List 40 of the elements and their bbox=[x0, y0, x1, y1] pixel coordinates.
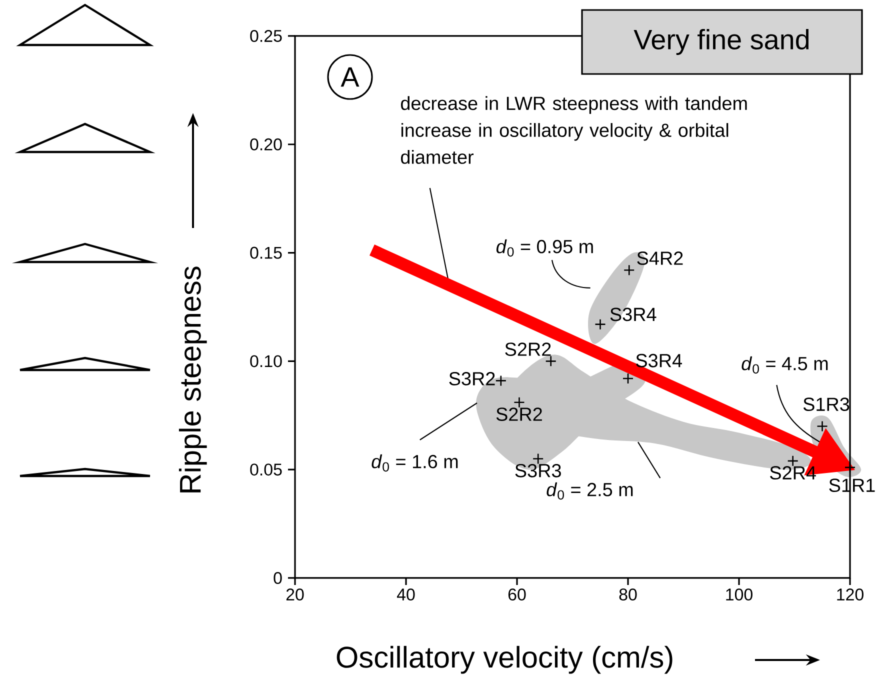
y-tick-label: 0.15 bbox=[250, 246, 282, 259]
point bbox=[495, 375, 507, 386]
annotation: S2R2 bbox=[505, 342, 551, 356]
annotation: d$_{0}$ = 2.5 m bbox=[546, 482, 633, 500]
point bbox=[532, 453, 544, 464]
annotation: d$_{0}$ = 0.95 m bbox=[496, 239, 593, 257]
y-tick-label: 0.20 bbox=[250, 138, 282, 150]
annotation: S4R2 bbox=[637, 252, 683, 265]
annotation: A bbox=[340, 67, 360, 87]
point bbox=[545, 356, 557, 367]
annotation: S3R3 bbox=[515, 464, 561, 478]
point bbox=[844, 462, 856, 474]
y-tick-label: 0.05 bbox=[250, 464, 282, 476]
x-tick-label: 40 bbox=[396, 588, 415, 601]
x-tick-label: 120 bbox=[837, 588, 864, 601]
point bbox=[623, 264, 635, 276]
y-tick-label: 0 bbox=[274, 572, 282, 584]
x-tick-label: 80 bbox=[619, 588, 637, 601]
annotation: S3R4 bbox=[610, 308, 656, 322]
y-axis-title: Ripple steepness bbox=[178, 266, 207, 492]
point bbox=[622, 372, 634, 384]
point bbox=[787, 455, 798, 467]
x-tick-label: 60 bbox=[508, 588, 526, 601]
point bbox=[594, 318, 606, 330]
x-axis-title: Oscillatory velocity (cm/s) bbox=[336, 646, 672, 674]
y-tick-label: 0.10 bbox=[250, 355, 282, 368]
x-tick-label: 100 bbox=[726, 588, 752, 601]
annotation: d$_{0}$ = 4.5 m bbox=[742, 356, 828, 374]
point bbox=[816, 420, 828, 432]
x-tick-label: 20 bbox=[286, 588, 304, 601]
annotation: d$_{0}$ = 1.6 m bbox=[372, 454, 458, 472]
chart-title: Very fine sand bbox=[634, 29, 809, 55]
annotation: S1R3 bbox=[803, 398, 850, 412]
point bbox=[514, 396, 525, 408]
y-tick-label: 0.25 bbox=[250, 30, 282, 42]
annotation: S3R2 bbox=[449, 372, 495, 386]
annotation: S2R4 bbox=[770, 466, 816, 480]
annotation: decrease in LWR steepness with tandem increase in oscillatory velocity & orbital diameter bbox=[401, 96, 747, 164]
annotation: S2R2 bbox=[496, 408, 542, 421]
annotation: S3R4 bbox=[636, 354, 682, 368]
